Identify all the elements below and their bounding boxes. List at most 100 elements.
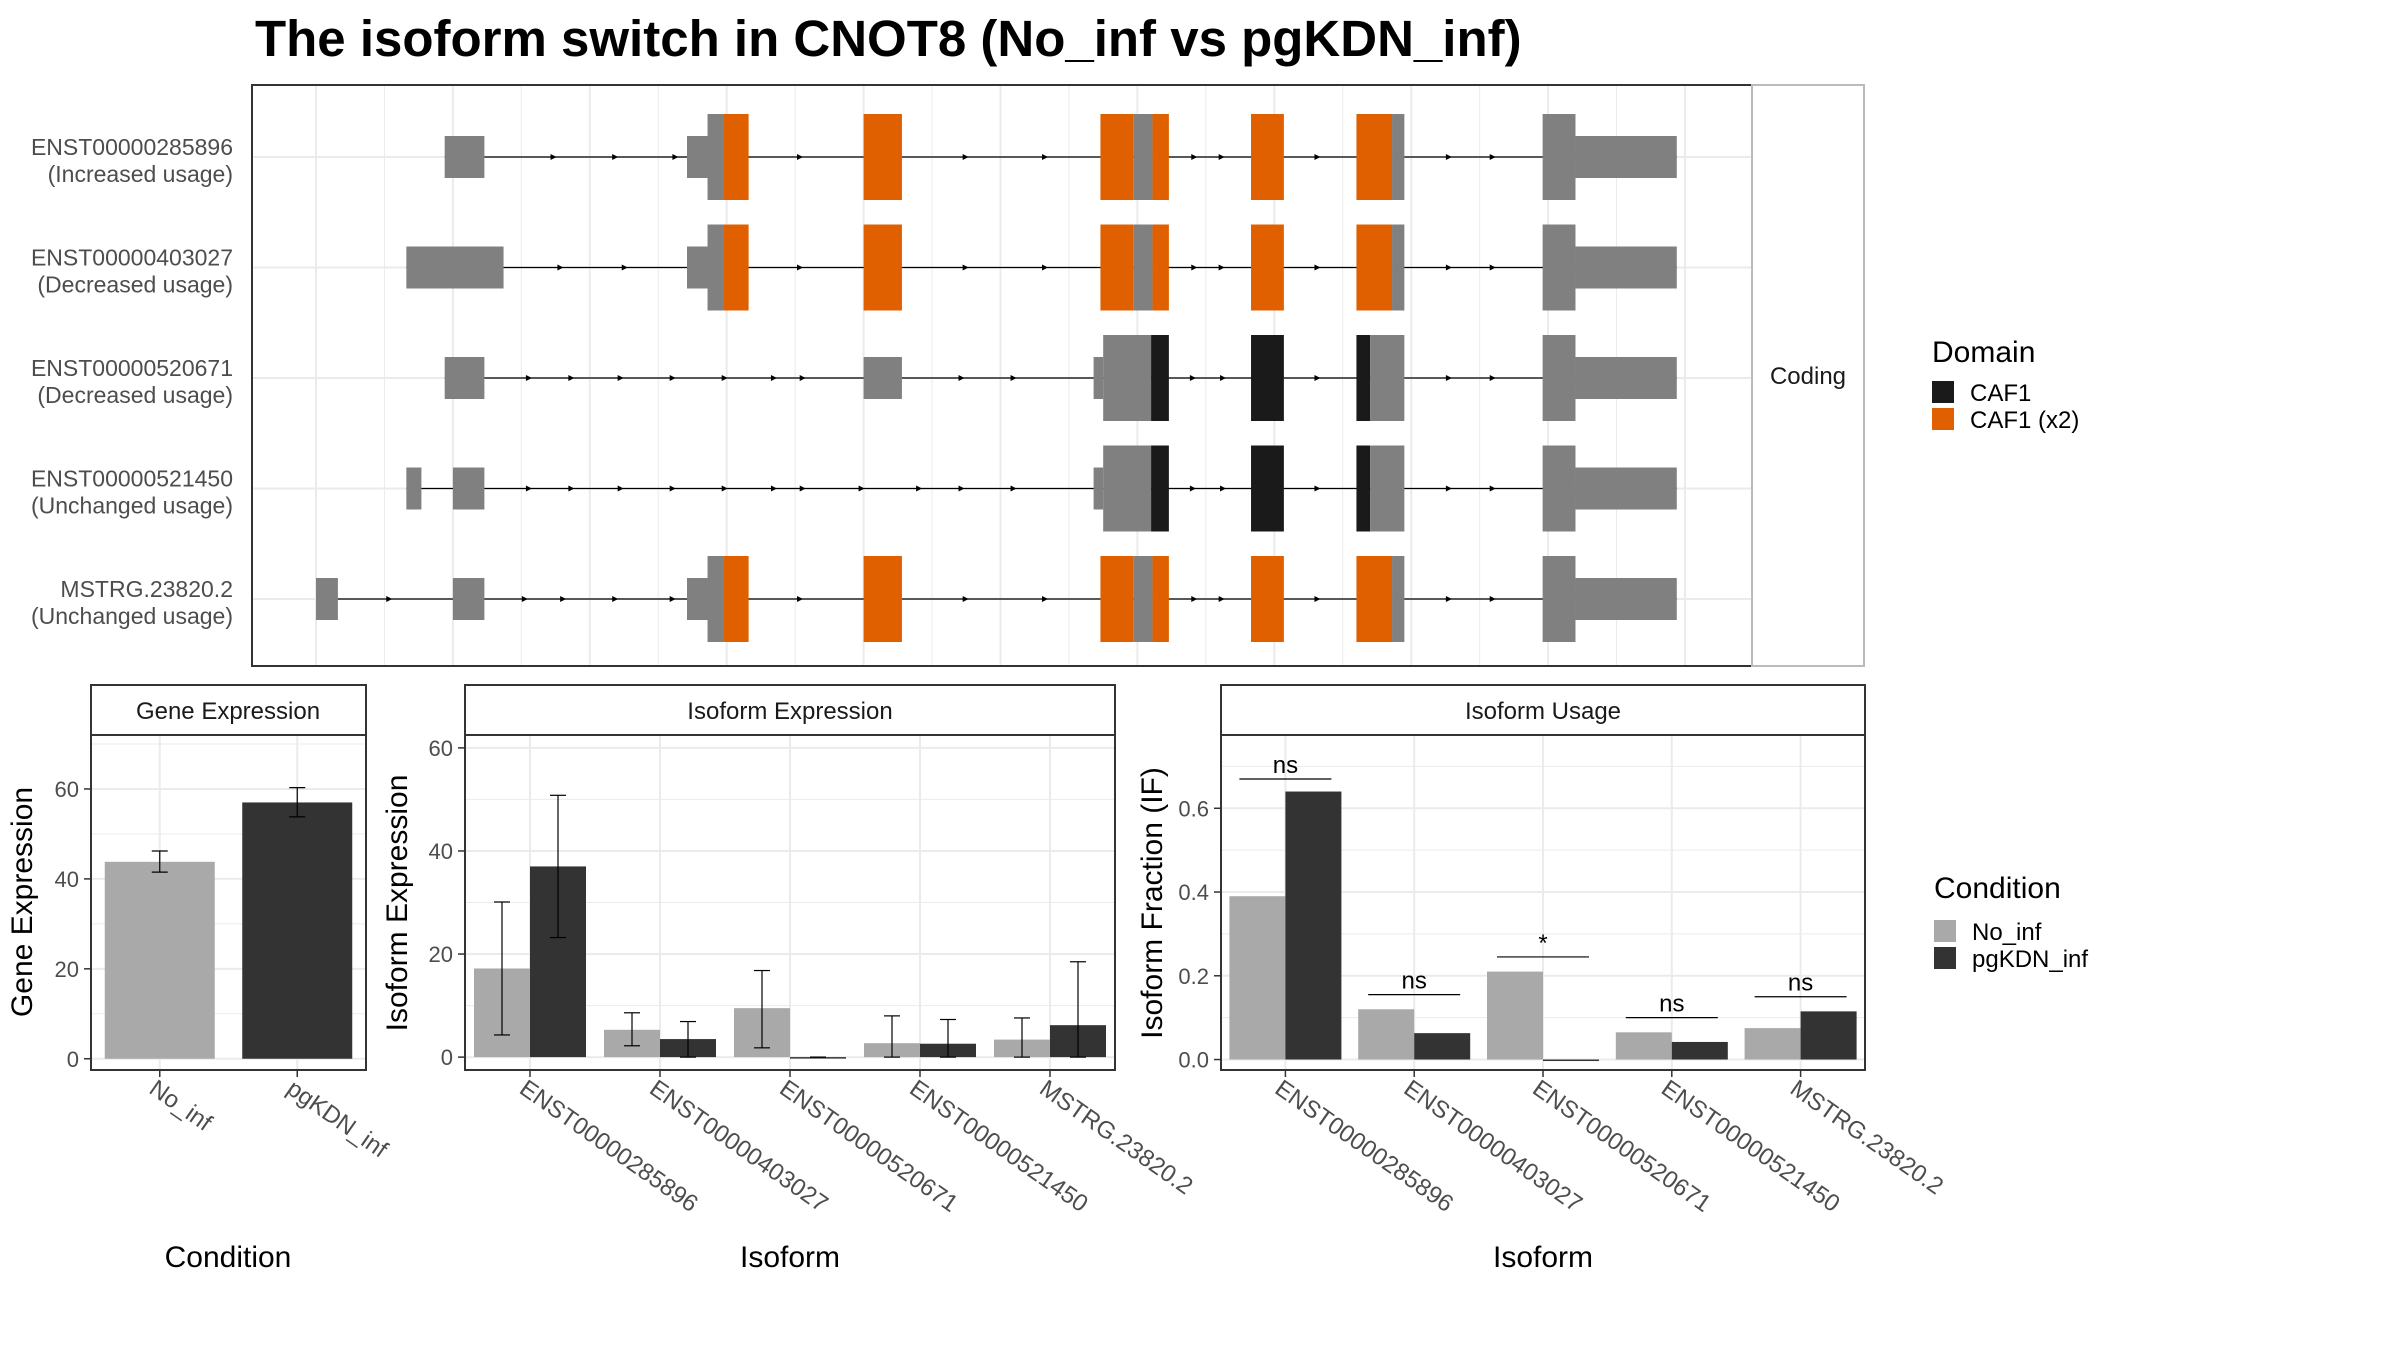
- isoform-expression-x-axis-title: Isoform: [740, 1241, 840, 1274]
- x-tick-label: No_inf: [144, 1075, 217, 1137]
- bar: [1487, 971, 1543, 1060]
- exon-block: [1133, 224, 1153, 311]
- strand-arrow: [962, 264, 969, 271]
- strand-arrow: [1218, 154, 1225, 160]
- isoform-usage-label: (Unchanged usage): [31, 493, 233, 519]
- caf1-x2-domain-block: [1152, 114, 1169, 200]
- strand-arrow: [958, 375, 965, 381]
- caf1-x2-domain-block: [1100, 114, 1134, 200]
- exon-block: [707, 224, 724, 311]
- exon-block: [444, 357, 485, 399]
- strand-arrow: [770, 375, 777, 381]
- isoform-expression-strip: [464, 684, 1116, 736]
- caf1-domain-block: [1356, 335, 1371, 421]
- legend-label-caf1: CAF1: [1970, 380, 2031, 407]
- gene-expression-panel: Gene Expression 0 20 40 60 No_inf pgKDN_inf C…: [6, 684, 393, 1274]
- strand-arrow: [958, 485, 965, 492]
- strand-arrow: [1314, 485, 1321, 492]
- exon-block: [406, 467, 422, 510]
- strand-arrow: [721, 485, 728, 492]
- strand-arrow: [525, 375, 532, 381]
- strand-arrow: [617, 375, 624, 381]
- caf1-x2-domain-block: [723, 556, 749, 642]
- isoform-usage-label: (Decreased usage): [37, 382, 233, 408]
- caf1-x2-domain-block: [863, 224, 902, 311]
- strand-arrow: [1489, 596, 1496, 602]
- isoform-usage-strip-label: Isoform Usage: [1465, 698, 1621, 725]
- bar: [242, 802, 353, 1059]
- bar: [1229, 896, 1286, 1060]
- caf1-x2-domain-block: [1356, 224, 1393, 311]
- strand-arrow: [858, 485, 865, 492]
- significance-label: *: [1538, 930, 1547, 957]
- strand-arrow: [1191, 596, 1198, 602]
- strand-arrow: [612, 154, 619, 160]
- y-tick-label: 20: [55, 957, 79, 982]
- isoform-id-label: MSTRG.23820.2: [60, 576, 233, 602]
- caf1-x2-domain-block: [1356, 556, 1393, 642]
- exon-block: [406, 246, 504, 289]
- exon-block: [1093, 467, 1104, 510]
- strand-arrow: [721, 375, 728, 381]
- y-tick-label: 0: [67, 1047, 79, 1072]
- strand-arrow: [1314, 375, 1321, 381]
- caf1-x2-domain-block: [1251, 556, 1284, 642]
- legend-swatch-caf1-x2: [1932, 408, 1954, 430]
- y-tick-label: 0.0: [1178, 1048, 1209, 1073]
- legend-label-no-inf: No_inf: [1972, 919, 2042, 946]
- strand-arrow: [1189, 375, 1196, 381]
- isoform-usage-x-axis-title: Isoform: [1493, 1241, 1593, 1274]
- exon-block: [1392, 114, 1405, 200]
- bar: [1358, 1009, 1415, 1060]
- exon-block: [1392, 556, 1405, 642]
- strand-arrow: [962, 596, 969, 602]
- strand-arrow: [799, 485, 806, 492]
- strand-arrow: [612, 596, 619, 602]
- strand-arrow: [1445, 485, 1452, 492]
- strand-arrow: [521, 596, 528, 602]
- caf1-domain-block: [1151, 335, 1169, 421]
- strand-arrow: [1314, 596, 1321, 602]
- caf1-x2-domain-block: [863, 114, 902, 200]
- strand-arrow: [617, 485, 624, 492]
- strand-arrow: [1445, 596, 1452, 602]
- gene-expression-x-axis-title: Condition: [165, 1241, 292, 1274]
- isoform-expression-y-axis-title: Isoform Expression: [381, 775, 414, 1032]
- strand-arrow: [1042, 264, 1049, 271]
- exon-block: [1103, 445, 1152, 532]
- isoform-usage-label: (Decreased usage): [37, 272, 233, 298]
- gene-structure-isoforms: [316, 114, 1677, 642]
- isoform-usage-plot: 0.00.20.40.6ENST00000285896ENST000004030…: [1178, 735, 1948, 1218]
- bar: [1414, 1033, 1471, 1060]
- strand-arrow: [550, 154, 557, 160]
- y-tick-label: 40: [55, 867, 79, 892]
- exon-block: [1542, 556, 1576, 642]
- strand-arrow: [962, 154, 969, 160]
- isoform-usage-label: (Increased usage): [48, 161, 233, 187]
- exon-block: [452, 467, 485, 510]
- strand-arrow: [568, 375, 575, 381]
- legend-swatch-no-inf: [1934, 920, 1956, 942]
- isoform-expression-strip-label: Isoform Expression: [687, 698, 892, 725]
- isoform-id-label: ENST00000520671: [31, 355, 233, 381]
- strand-arrow: [1314, 154, 1321, 160]
- domain-legend-title: Domain: [1932, 336, 2035, 369]
- strand-arrow: [1189, 485, 1196, 492]
- strand-arrow: [1445, 264, 1452, 271]
- significance-label: ns: [1659, 991, 1684, 1018]
- exon-block: [1575, 467, 1677, 510]
- strand-arrow: [799, 375, 806, 381]
- exon-block: [1542, 445, 1576, 532]
- strand-arrow: [669, 375, 676, 381]
- bar: [1615, 1032, 1672, 1060]
- strand-arrow: [796, 596, 803, 602]
- bar: [1285, 791, 1342, 1060]
- isoform-id-label: ENST00000285896: [31, 134, 233, 160]
- strand-arrow: [568, 485, 575, 492]
- isoform-id-label: ENST00000521450: [31, 466, 233, 492]
- legend-label-pgkdn-inf: pgKDN_inf: [1972, 946, 2088, 973]
- condition-legend-title: Condition: [1934, 872, 2061, 905]
- strand-arrow: [1042, 596, 1049, 602]
- exon-block: [1133, 114, 1153, 200]
- y-tick-label: 0: [441, 1045, 453, 1070]
